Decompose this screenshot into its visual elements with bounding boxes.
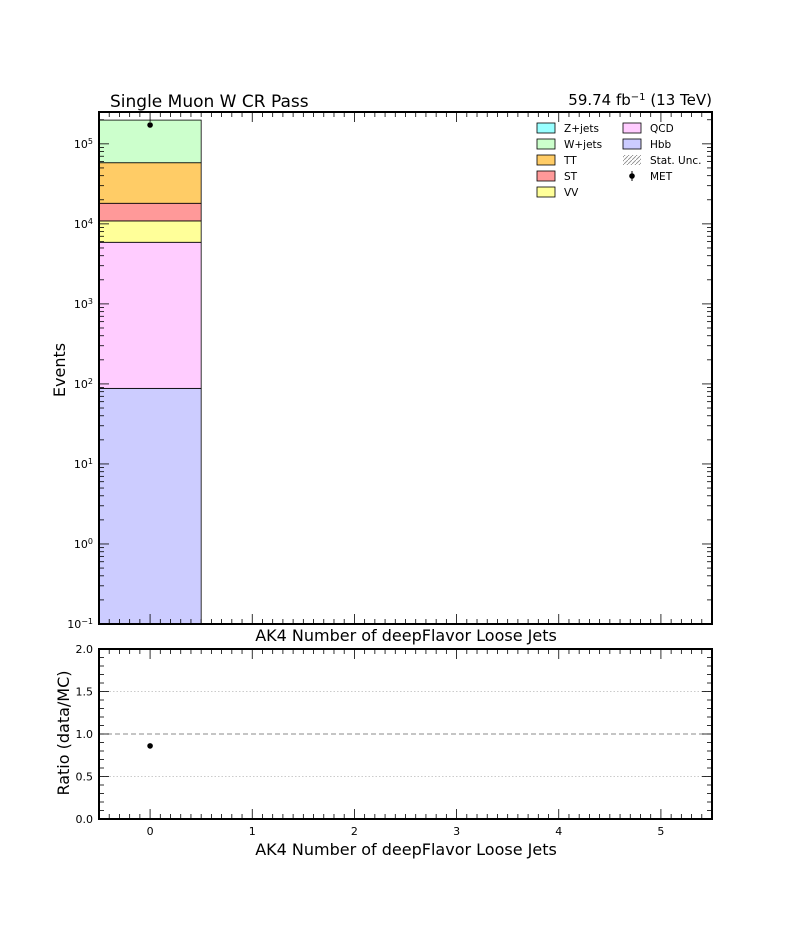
main-x-axis-label: AK4 Number of deepFlavor Loose Jets <box>255 626 557 645</box>
stacked-histogram <box>98 119 202 625</box>
y-tick-label: 105 <box>74 136 93 151</box>
y-tick-label: 103 <box>74 296 93 311</box>
y-tick-label: 100 <box>74 536 93 551</box>
main-panel: 10−1 100 101 102 103 104 105 Single Muon W CR … <box>50 91 713 645</box>
bar-st <box>98 202 202 222</box>
ratio-x-tick-labels: 0 1 2 3 4 5 <box>147 825 665 838</box>
legend: Z+jets QCD W+jets Hbb TT Stat. Unc. ST MET VV <box>536 122 701 199</box>
main-y-axis-label: Events <box>50 343 69 397</box>
legend-label: MET <box>650 171 673 183</box>
legend-swatch <box>622 122 642 134</box>
legend-label: Hbb <box>650 139 672 151</box>
ratio-point <box>147 743 153 749</box>
ratio-x-tick-label: 4 <box>555 825 562 838</box>
ratio-y-tick-labels: 0.0 0.5 1.0 1.5 2.0 <box>76 643 94 826</box>
bar-vv <box>98 220 202 243</box>
ratio-y-axis-label: Ratio (data/MC) <box>54 670 73 795</box>
legend-item-tt: TT <box>536 154 577 167</box>
luminosity-label: 59.74 fb−1 (13 TeV) <box>568 91 712 109</box>
legend-item-z-jets: Z+jets <box>536 122 599 135</box>
legend-label: TT <box>563 155 577 167</box>
legend-swatch <box>536 170 556 182</box>
ratio-grid <box>99 691 712 777</box>
legend-item-met: MET <box>629 171 673 183</box>
legend-item-st: ST <box>536 170 578 183</box>
ratio-panel: 0.0 0.5 1.0 1.5 2.0 0 1 2 3 4 5 Ratio (data/MC) A… <box>54 643 713 859</box>
legend-swatch <box>536 122 556 134</box>
legend-item-vv: VV <box>536 186 579 199</box>
ratio-y-tick-label: 1.0 <box>76 728 94 741</box>
ratio-y-tick-label: 0.0 <box>76 813 94 826</box>
y-tick-label: 10−1 <box>67 617 93 632</box>
bar-tt <box>98 162 202 204</box>
y-tick-label: 101 <box>74 456 93 471</box>
legend-label: Z+jets <box>564 123 599 135</box>
ratio-y-tick-label: 2.0 <box>76 643 94 656</box>
data-points <box>147 122 153 128</box>
ratio-axis-ticks <box>98 648 713 820</box>
legend-marker <box>629 173 635 179</box>
y-tick-label: 102 <box>74 376 93 391</box>
legend-swatch <box>622 138 642 150</box>
ratio-y-tick-label: 1.5 <box>76 686 94 699</box>
ratio-x-tick-label: 0 <box>147 825 154 838</box>
bar-qcd <box>98 241 202 389</box>
main-y-tick-labels: 10−1 100 101 102 103 104 105 <box>67 136 93 631</box>
legend-item-stat-unc-: Stat. Unc. <box>623 155 701 167</box>
legend-label: W+jets <box>564 139 602 151</box>
ratio-x-tick-label: 3 <box>453 825 460 838</box>
legend-label: ST <box>564 171 578 183</box>
ratio-x-tick-label: 2 <box>351 825 358 838</box>
legend-item-w-jets: W+jets <box>536 138 602 151</box>
data-point-met <box>147 122 153 128</box>
y-tick-label: 104 <box>74 216 93 231</box>
legend-label: Stat. Unc. <box>650 155 701 167</box>
ratio-x-axis-label: AK4 Number of deepFlavor Loose Jets <box>255 840 557 859</box>
legend-item-qcd: QCD <box>622 122 674 135</box>
bar-hbb <box>98 387 202 625</box>
legend-label: QCD <box>650 123 674 135</box>
legend-swatch <box>536 186 556 198</box>
ratio-x-tick-label: 1 <box>249 825 256 838</box>
legend-swatch-hatch <box>623 155 641 165</box>
ratio-points <box>147 743 153 749</box>
main-axis-ticks <box>98 112 713 625</box>
plot-title: Single Muon W CR Pass <box>110 92 309 112</box>
ratio-x-tick-label: 5 <box>657 825 664 838</box>
legend-swatch <box>536 154 556 166</box>
legend-swatch <box>536 138 556 150</box>
legend-label: VV <box>564 187 579 199</box>
legend-item-hbb: Hbb <box>622 138 672 151</box>
ratio-y-tick-label: 0.5 <box>76 771 94 784</box>
